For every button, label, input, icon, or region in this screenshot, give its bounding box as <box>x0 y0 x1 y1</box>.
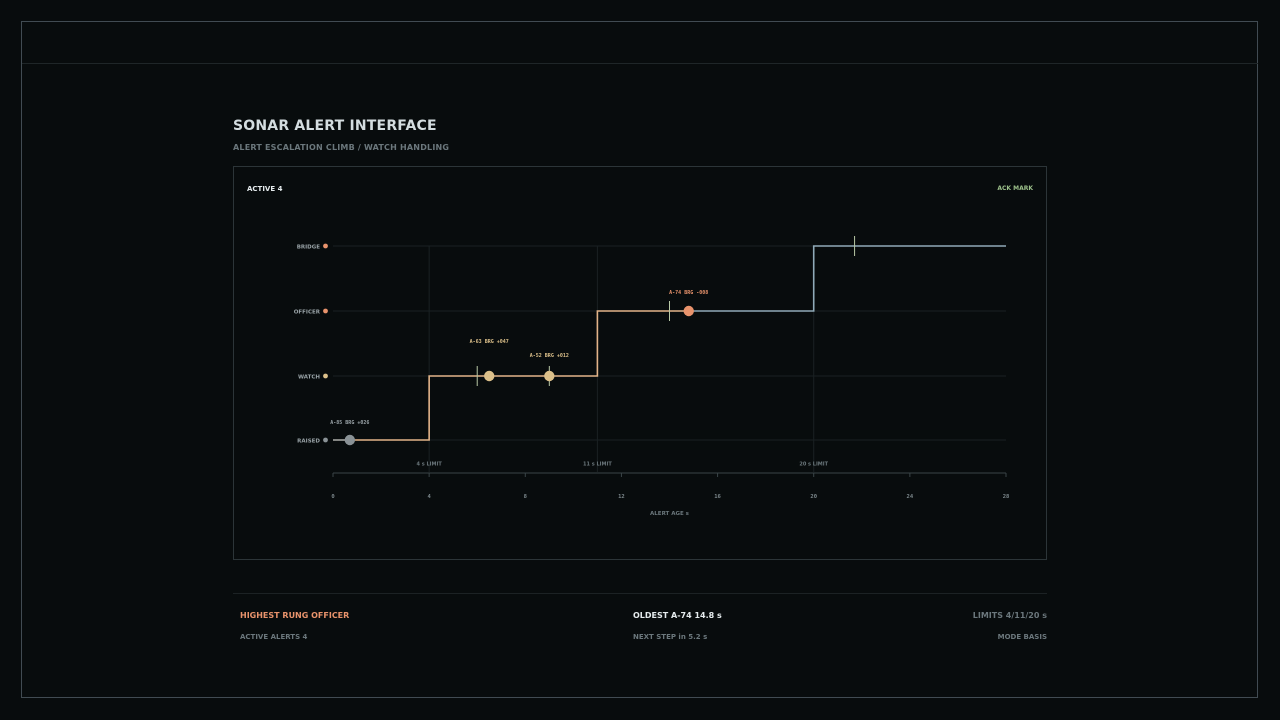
x-axis-label: ALERT AGE s <box>650 511 690 517</box>
next-step-status: NEXT STEP in 5.2 s <box>633 633 708 641</box>
mode-status: MODE BASIS <box>997 633 1047 641</box>
x-tick-label-4: 4 <box>427 494 431 500</box>
page-subtitle: ALERT ESCALATION CLIMB / WATCH HANDLING <box>233 143 450 152</box>
limits-status: LIMITS 4/11/20 s <box>972 611 1047 620</box>
alert-marker-a-85 <box>344 434 356 446</box>
x-tick-label-20: 20 <box>810 494 817 500</box>
alert-marker-a-63 <box>484 370 495 382</box>
limit-label-2: 11 s LIMIT <box>583 462 612 468</box>
alert-label-a-74: A-74 BRG -008 <box>669 290 708 296</box>
alert-label-a-52: A-52 BRG +012 <box>530 353 569 359</box>
alert-label-a-63: A-63 BRG +047 <box>470 339 509 345</box>
alert-marker-a-74 <box>683 305 694 317</box>
oldest-alert-status: OLDEST A-74 14.8 s <box>633 611 722 620</box>
rung-label-officer: OFFICER <box>294 310 321 316</box>
x-tick-label-16: 16 <box>714 494 721 500</box>
footer-divider <box>233 593 1047 594</box>
alert-label-a-85: A-85 BRG +026 <box>330 420 369 426</box>
chart-panel <box>233 166 1047 560</box>
rung-dot-officer <box>323 308 328 314</box>
rung-dot-watch <box>323 373 328 379</box>
outer-frame <box>21 21 1258 698</box>
page-title: SONAR ALERT INTERFACE <box>233 118 437 134</box>
active-count-label: ACTIVE 4 <box>247 185 283 193</box>
rung-dot-bridge <box>323 243 328 249</box>
x-tick-label-12: 12 <box>618 494 625 500</box>
x-tick-label-0: 0 <box>331 494 334 500</box>
limit-label-1: 4 s LIMIT <box>417 462 443 468</box>
escalation-path-traversed <box>333 310 689 441</box>
x-tick-label-28: 28 <box>1003 494 1010 500</box>
alert-marker-a-52 <box>544 370 555 382</box>
active-alerts-status: ACTIVE ALERTS 4 <box>240 633 308 641</box>
rung-label-watch: WATCH <box>298 375 320 381</box>
rung-dot-raised <box>323 437 328 443</box>
header-divider <box>22 63 1258 64</box>
highest-rung-status: HIGHEST RUNG OFFICER <box>240 611 350 620</box>
rung-label-raised: RAISED <box>297 439 320 445</box>
limit-label-3: 20 s LIMIT <box>799 462 828 468</box>
x-tick-label-24: 24 <box>907 494 914 500</box>
escalation-path-remaining <box>688 245 1006 312</box>
ack-mark-legend: ACK MARK <box>997 185 1033 192</box>
rung-label-bridge: BRIDGE <box>297 245 321 251</box>
x-tick-label-8: 8 <box>524 494 527 500</box>
